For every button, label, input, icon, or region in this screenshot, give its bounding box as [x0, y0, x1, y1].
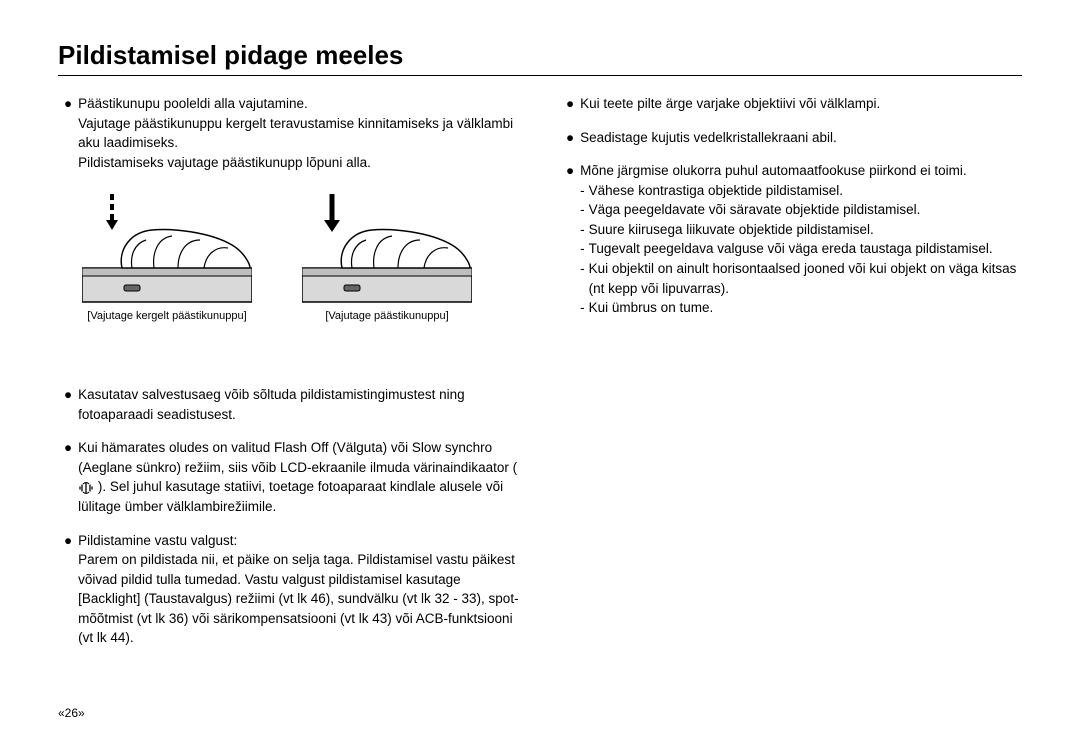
page-number: «26» — [58, 706, 85, 720]
dash-mark: - — [580, 298, 589, 318]
text-span: Vähese kontrastiga objektide pildistamis… — [589, 181, 843, 201]
sub-item: -Kui objektil on ainult horisontaalsed j… — [580, 259, 1022, 298]
illustration-caption: [Vajutage kergelt päästikunuppu] — [87, 309, 246, 325]
page-title: Pildistamisel pidage meeles — [58, 40, 1022, 76]
bullet-mark: ● — [58, 438, 78, 516]
sub-item: -Kui ümbrus on tume. — [580, 298, 1022, 318]
bullet-body: Mõne järgmise olukorra puhul automaatfoo… — [580, 161, 1022, 318]
bullet-body: Seadistage kujutis vedelkristallekraani … — [580, 128, 1022, 148]
content-columns: ● Päästikunupu pooleldi alla vajutamine.… — [58, 94, 1022, 650]
bullet-item: ● Kui teete pilte ärge varjake objektiiv… — [560, 94, 1022, 114]
bullet-mark: ● — [58, 385, 78, 424]
bullet-body: Kui teete pilte ärge varjake objektiivi … — [580, 94, 1022, 114]
bullet-mark: ● — [58, 94, 78, 172]
text-span: Suure kiirusega liikuvate objektide pild… — [589, 220, 874, 240]
illustration-row: [Vajutage kergelt päästikunuppu] — [82, 190, 520, 325]
bullet-body: Pildistamine vastu valgust: Parem on pil… — [78, 531, 520, 648]
dash-mark: - — [580, 181, 589, 201]
bullet-item: ● Pildistamine vastu valgust: Parem on p… — [58, 531, 520, 648]
illustration-caption: [Vajutage päästikunuppu] — [325, 309, 448, 325]
bullet-item: ● Kui hämarates oludes on valitud Flash … — [58, 438, 520, 516]
dash-mark: - — [580, 259, 589, 298]
dash-mark: - — [580, 220, 589, 240]
bullet-body: Kui hämarates oludes on valitud Flash Of… — [78, 438, 520, 516]
dash-mark: - — [580, 239, 589, 259]
full-press-illustration — [302, 190, 472, 305]
bullet-mark: ● — [560, 128, 580, 148]
illustration-block: [Vajutage kergelt päästikunuppu] — [82, 190, 252, 325]
right-column: ● Kui teete pilte ärge varjake objektiiv… — [560, 94, 1022, 650]
text-line: Parem on pildistada nii, et päike on sel… — [78, 550, 520, 648]
bullet-item: ● Päästikunupu pooleldi alla vajutamine.… — [58, 94, 520, 172]
bullet-mark: ● — [560, 161, 580, 318]
text-span: ). Sel juhul kasutage statiivi, toetage … — [78, 479, 503, 514]
illustration-block: [Vajutage päästikunuppu] — [302, 190, 472, 325]
text-line: Päästikunupu pooleldi alla vajutamine. — [78, 94, 520, 114]
bullet-mark: ● — [560, 94, 580, 114]
text-span: Väga peegeldavate või säravate objektide… — [589, 200, 921, 220]
dash-mark: - — [580, 200, 589, 220]
left-column: ● Päästikunupu pooleldi alla vajutamine.… — [58, 94, 520, 650]
bullet-body: Kasutatav salvestusaeg võib sõltuda pild… — [78, 385, 520, 424]
sub-item: -Väga peegeldavate või säravate objektid… — [580, 200, 1022, 220]
text-line: Pildistamiseks vajutage päästikunupp lõp… — [78, 153, 520, 173]
shake-icon — [78, 481, 94, 495]
sub-item: -Vähese kontrastiga objektide pildistami… — [580, 181, 1022, 201]
text-line: Mõne järgmise olukorra puhul automaatfoo… — [580, 161, 1022, 181]
text-span: Kui objektil on ainult horisontaalsed jo… — [589, 259, 1022, 298]
bullet-item: ● Seadistage kujutis vedelkristallekraan… — [560, 128, 1022, 148]
text-span: Kui hämarates oludes on valitud Flash Of… — [78, 440, 517, 475]
bullet-mark: ● — [58, 531, 78, 648]
text-span: Tugevalt peegeldava valguse või väga ere… — [589, 239, 993, 259]
text-line: Vajutage päästikunuppu kergelt teravusta… — [78, 114, 520, 153]
text-line: Pildistamine vastu valgust: — [78, 531, 520, 551]
bullet-item: ● Kasutatav salvestusaeg võib sõltuda pi… — [58, 385, 520, 424]
sub-item: -Suure kiirusega liikuvate objektide pil… — [580, 220, 1022, 240]
text-span: Kui ümbrus on tume. — [589, 298, 714, 318]
bullet-body: Päästikunupu pooleldi alla vajutamine. V… — [78, 94, 520, 172]
half-press-illustration — [82, 190, 252, 305]
sub-item: -Tugevalt peegeldava valguse või väga er… — [580, 239, 1022, 259]
bullet-item: ● Mõne järgmise olukorra puhul automaatf… — [560, 161, 1022, 318]
